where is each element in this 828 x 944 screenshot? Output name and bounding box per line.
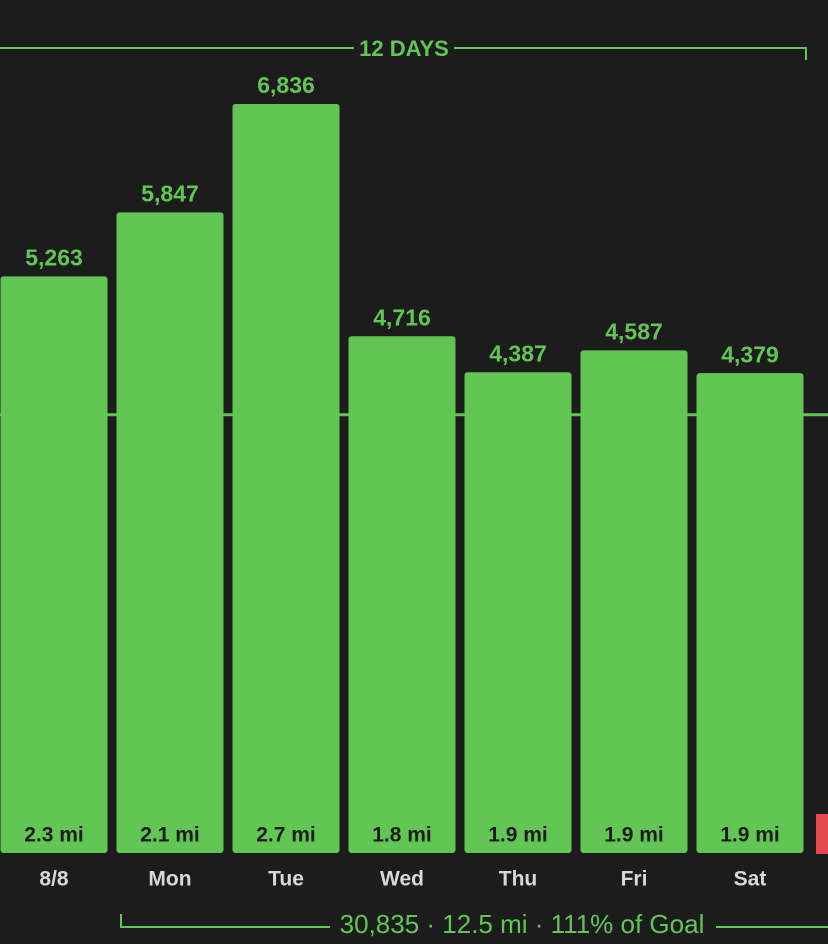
distance-label: 1.9 mi (720, 824, 780, 847)
bar (0, 276, 108, 853)
x-tick-label: Sat (734, 868, 767, 891)
x-tick-label: 8/8 (39, 868, 69, 891)
distance-label: 1.9 mi (604, 824, 664, 847)
value-label: 4,716 (373, 304, 431, 330)
bar (696, 373, 804, 853)
value-label: 5,263 (25, 244, 83, 270)
value-label: 6,836 (257, 72, 315, 98)
distance-label: 2.3 mi (24, 824, 84, 847)
distance-label: 1.8 mi (372, 824, 432, 847)
value-label: 4,379 (721, 341, 779, 367)
value-label: 5,847 (141, 180, 199, 206)
range-bracket (0, 47, 807, 60)
x-tick-label: Thu (499, 868, 537, 891)
bar (580, 350, 688, 853)
value-label: 4,387 (489, 340, 547, 366)
distance-label: 2.7 mi (256, 824, 316, 847)
value-label: 4,587 (605, 318, 663, 344)
next-bar-edge (816, 814, 828, 854)
x-tick-label: Tue (268, 868, 304, 891)
range-label: 12 DAYS (359, 36, 449, 61)
distance-label: 2.1 mi (140, 824, 200, 847)
x-tick-label: Fri (621, 868, 648, 891)
bar (348, 336, 456, 854)
x-tick-label: Wed (380, 868, 424, 891)
x-tick-label: Mon (148, 868, 191, 891)
bar (116, 212, 224, 853)
summary: 30,835 · 12.5 mi · 111% of Goal (340, 909, 705, 939)
distance-label: 1.9 mi (488, 824, 548, 847)
bar (464, 372, 572, 853)
bar (232, 103, 340, 853)
summary-bracket (120, 914, 828, 928)
